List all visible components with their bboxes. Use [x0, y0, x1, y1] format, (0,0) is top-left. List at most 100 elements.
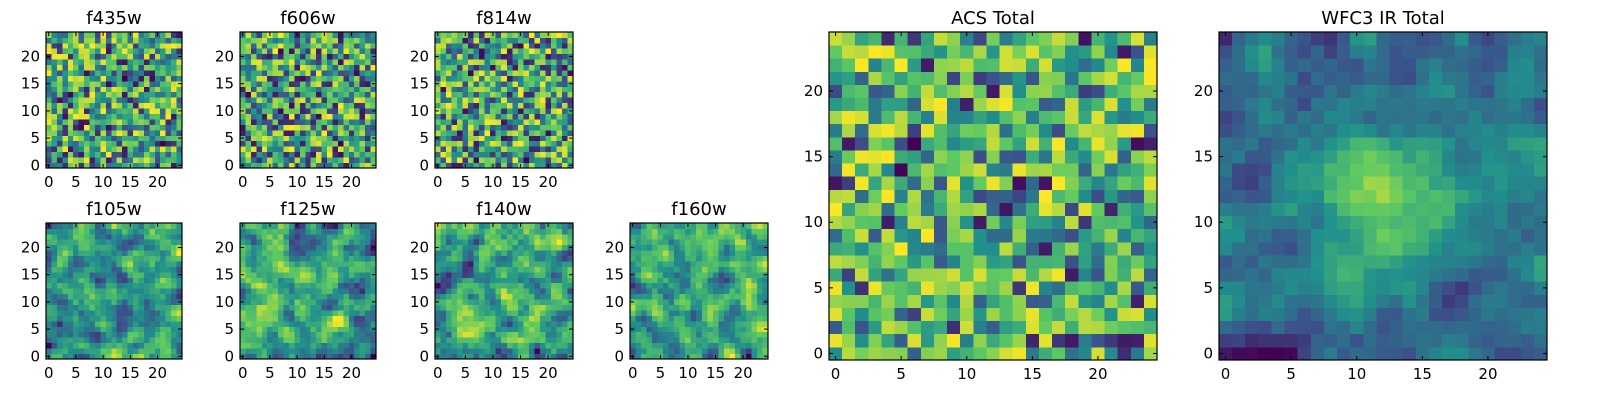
heatmap-cell [256, 86, 263, 93]
heatmap-cell [116, 91, 123, 98]
heatmap-cell [881, 255, 895, 269]
heatmap-cell [663, 239, 670, 246]
heatmap-cell [321, 348, 328, 354]
heatmap-cell [105, 97, 112, 104]
heatmap-cell [550, 75, 557, 82]
heatmap-cell [490, 97, 497, 104]
x-tick-label: 10 [288, 364, 307, 382]
heatmap-cell [165, 108, 172, 114]
heatmap-cell [707, 299, 714, 305]
heatmap-cell [539, 119, 546, 125]
heatmap-cell [310, 75, 317, 82]
heatmap-cell [127, 140, 134, 147]
heatmap-cell [556, 102, 563, 109]
heatmap-cell [84, 310, 90, 316]
heatmap-cell [299, 277, 306, 284]
heatmap-cell [907, 307, 922, 322]
heatmap-cell [707, 304, 714, 311]
heatmap-cell [855, 150, 869, 164]
heatmap-cell [668, 271, 675, 278]
heatmap-cell [545, 261, 552, 267]
heatmap-cell [133, 157, 139, 163]
heatmap-cell [127, 75, 134, 82]
heatmap-cell [245, 293, 252, 300]
heatmap-cell [881, 163, 895, 177]
heatmap-cell [550, 277, 557, 284]
heatmap-cell [842, 241, 856, 256]
heatmap-cell [829, 255, 843, 269]
heatmap-cell [267, 113, 274, 120]
heatmap-cell [740, 293, 747, 300]
heatmap-cell [462, 255, 469, 262]
heatmap-cell [674, 315, 681, 322]
heatmap-cell [534, 108, 541, 114]
heatmap-cell [440, 80, 447, 87]
heatmap-cell [1104, 228, 1119, 243]
heatmap-cell [154, 146, 161, 153]
heatmap-cell [122, 108, 128, 114]
heatmap-cell [138, 233, 145, 240]
heatmap-cell [316, 97, 322, 104]
heatmap-cell [495, 310, 502, 316]
heatmap-cell [133, 64, 139, 71]
heatmap-cell [105, 277, 112, 284]
heatmap-cell [240, 304, 246, 311]
heatmap-cell [240, 277, 246, 284]
heatmap-cell [165, 135, 172, 142]
heatmap-cell [501, 315, 508, 322]
heatmap-cell [457, 135, 463, 142]
heatmap-cell [171, 102, 177, 109]
heatmap-cell [67, 42, 74, 49]
heatmap-cell [143, 53, 150, 60]
heatmap-cell [556, 255, 563, 262]
heatmap-cell [332, 42, 339, 49]
heatmap-cell [122, 320, 128, 327]
heatmap-cell [517, 113, 524, 120]
heatmap-cell [327, 271, 333, 278]
heatmap-cell [556, 271, 563, 278]
heatmap-cell [332, 59, 339, 66]
heatmap-f105w [46, 223, 183, 360]
heatmap-cell [127, 239, 134, 246]
heatmap-cell [84, 37, 90, 44]
heatmap-cell [512, 129, 519, 136]
heatmap-cell [122, 271, 128, 278]
heatmap-cell [267, 271, 274, 278]
heatmap-cell [84, 348, 90, 354]
heatmap-cell [473, 91, 480, 98]
heatmap-cell [894, 228, 909, 243]
heatmap-cell [707, 266, 714, 273]
heatmap-cell [354, 157, 361, 163]
heatmap-cell [484, 310, 491, 316]
x-tick-label: 10 [288, 173, 307, 191]
heatmap-cell [94, 140, 101, 147]
heatmap-cell [473, 42, 480, 49]
heatmap-cell [881, 228, 895, 243]
heatmap-cell [359, 315, 366, 322]
heatmap-cell [250, 42, 257, 49]
heatmap-cell [894, 241, 909, 256]
heatmap-cell [457, 151, 463, 158]
heatmap-cell [1117, 202, 1132, 217]
heatmap-cell [534, 310, 541, 316]
heatmap-cell [283, 53, 290, 60]
heatmap-cell [999, 294, 1014, 308]
heatmap-cell [283, 223, 290, 229]
heatmap-cell [534, 320, 541, 327]
heatmap-cell [506, 310, 513, 316]
heatmap-cell [250, 320, 257, 327]
heatmap-cell [696, 250, 703, 257]
heatmap-cell [67, 53, 74, 60]
heatmap-cell [457, 326, 463, 333]
heatmap-cell [46, 48, 52, 55]
heatmap-cell [261, 162, 268, 169]
heatmap-cell [354, 304, 361, 311]
heatmap-cell [468, 146, 475, 153]
heatmap-cell [256, 80, 263, 87]
heatmap-cell [646, 310, 653, 316]
heatmap-cell [490, 70, 497, 76]
heatmap-cell [256, 353, 263, 360]
heatmap-cell [842, 176, 856, 190]
heatmap-cell [51, 348, 58, 354]
heatmap-cell [539, 124, 546, 131]
